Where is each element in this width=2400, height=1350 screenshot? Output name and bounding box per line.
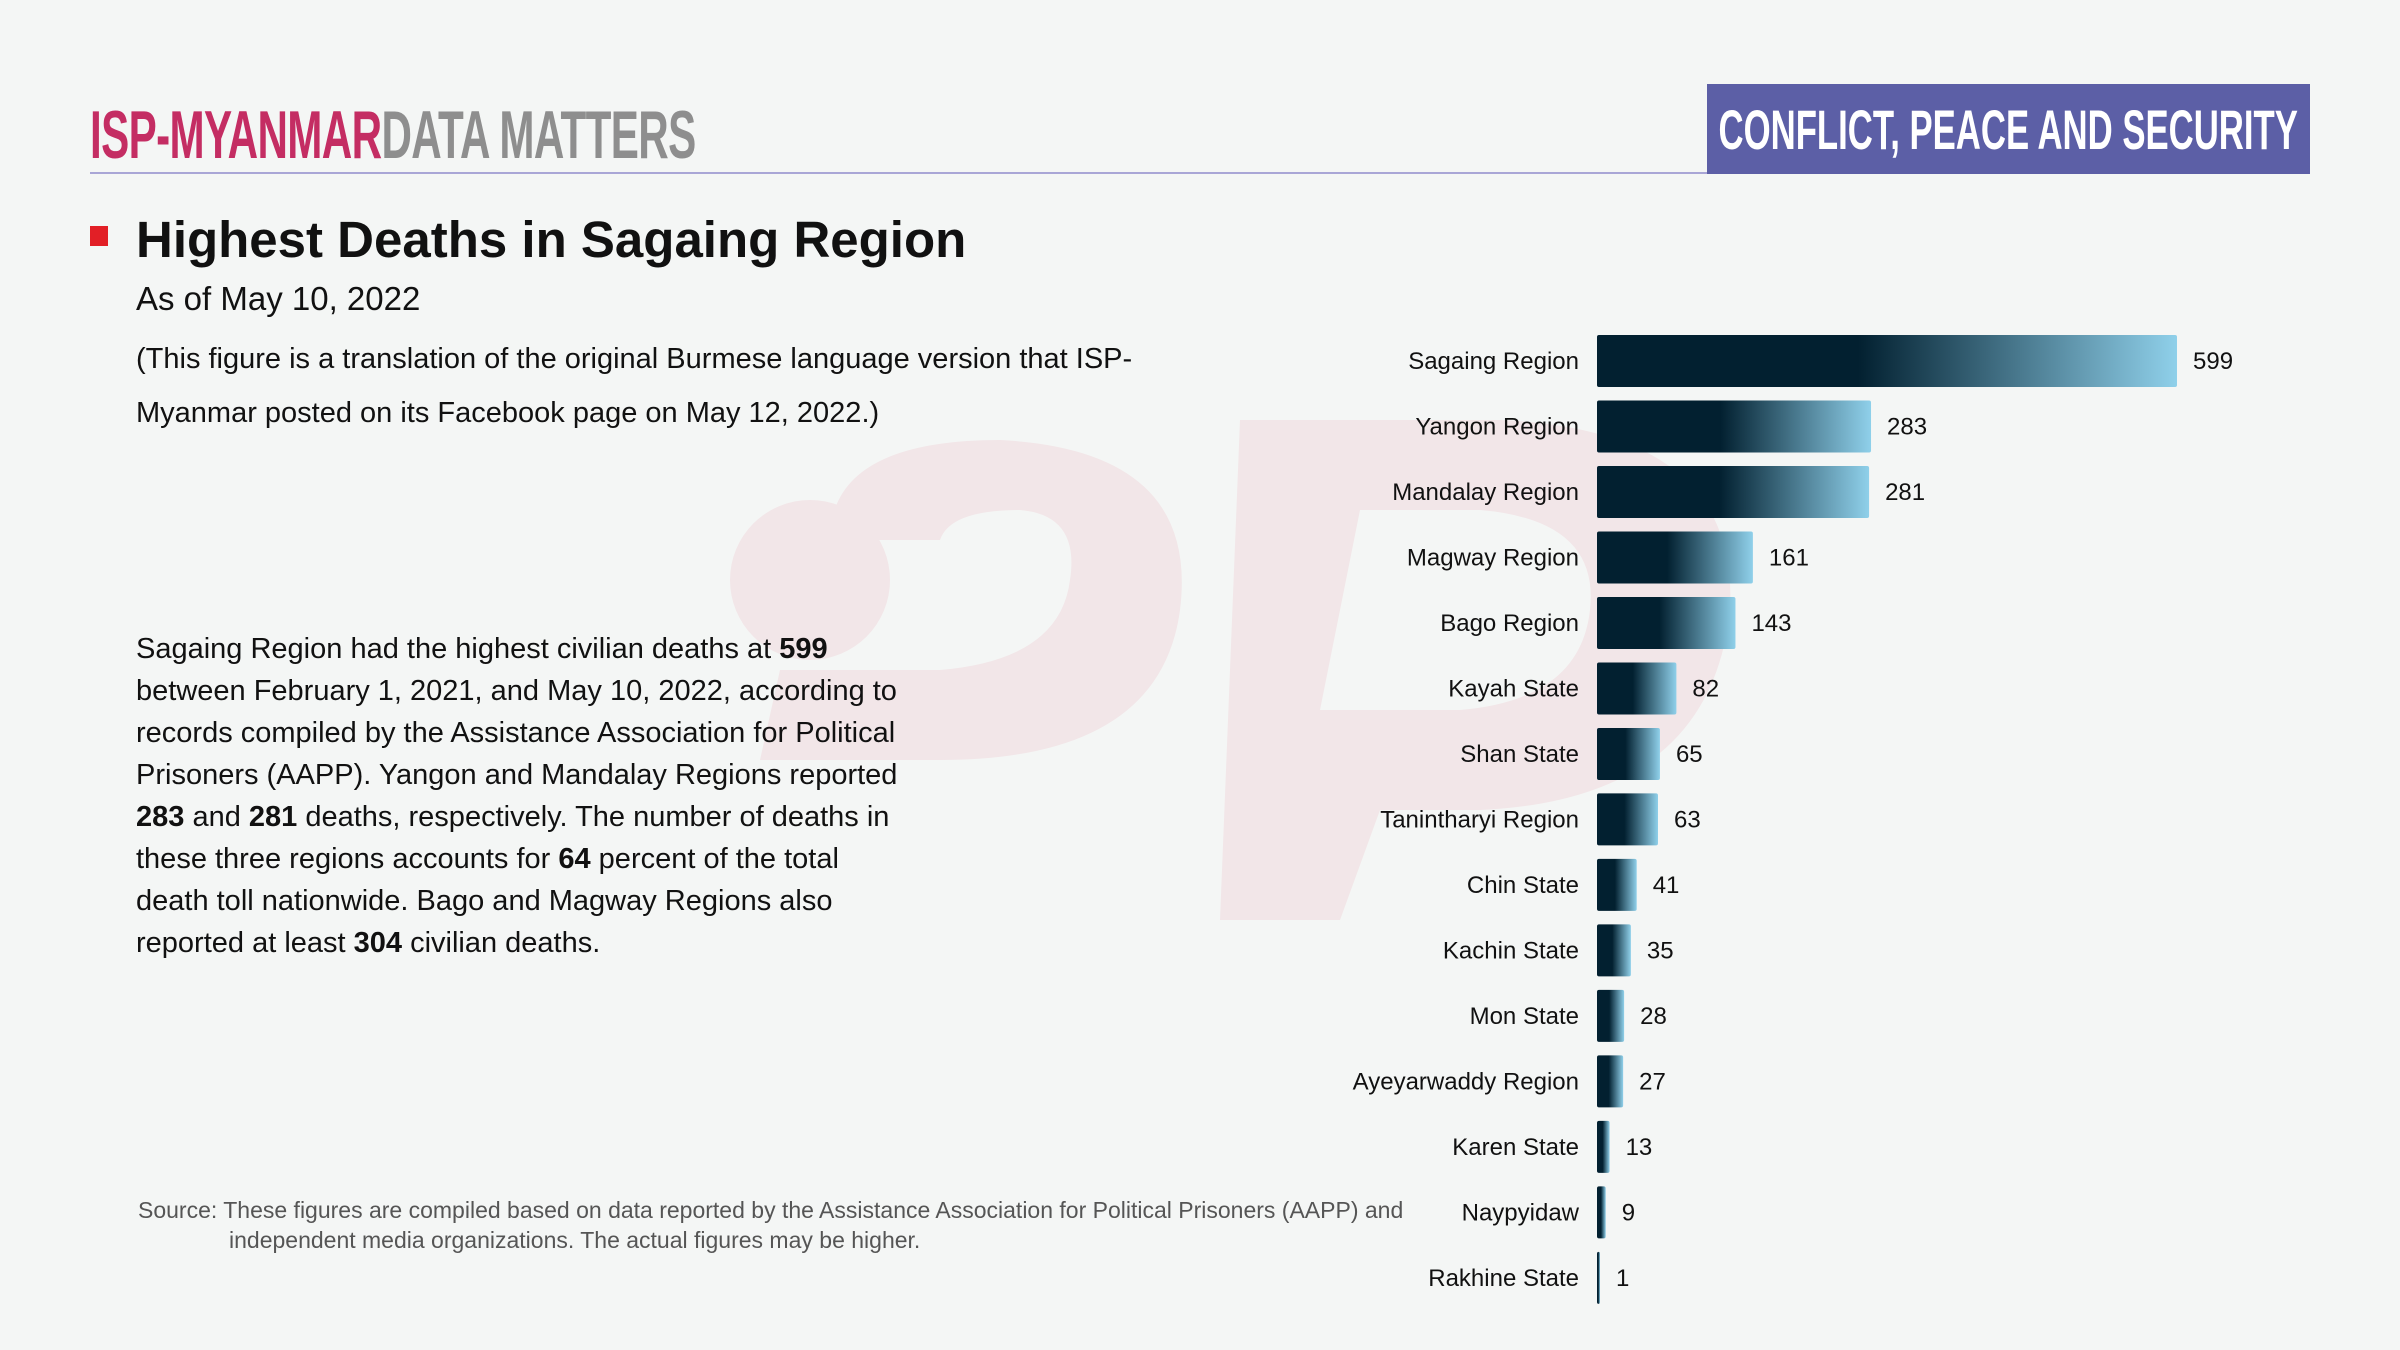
value-label: 1 <box>1616 1265 1629 1292</box>
value-label: 27 <box>1639 1068 1666 1095</box>
category-label: Rakhine State <box>1428 1265 1579 1292</box>
category-label: Yangon Region <box>1415 413 1579 440</box>
category-label: Magway Region <box>1407 544 1579 571</box>
value-label: 9 <box>1622 1199 1635 1226</box>
bar-rakhine-state <box>1597 1251 1600 1304</box>
value-label: 28 <box>1640 1003 1667 1030</box>
value-label: 13 <box>1626 1134 1653 1161</box>
bar-chin-state <box>1597 858 1637 911</box>
value-label: 82 <box>1692 675 1719 702</box>
value-label: 35 <box>1647 937 1674 964</box>
category-label: Tanintharyi Region <box>1380 806 1579 833</box>
category-label: Bago Region <box>1440 610 1579 637</box>
bar-karen-state <box>1597 1120 1610 1173</box>
page-title: Highest Deaths in Sagaing Region <box>136 211 967 268</box>
value-label: 599 <box>2193 348 2233 375</box>
category-label: Mandalay Region <box>1392 479 1579 506</box>
category-label: Karen State <box>1452 1134 1579 1161</box>
brand-primary: ISP-MYANMAR <box>90 97 382 173</box>
value-label: 63 <box>1674 806 1701 833</box>
bar-kayah-state <box>1597 662 1677 715</box>
brand-logo: ISP-MYANMARDATA MATTERS <box>90 96 696 174</box>
category-label: Sagaing Region <box>1408 348 1579 375</box>
value-label: 41 <box>1653 872 1680 899</box>
bar-mon-state <box>1597 989 1625 1042</box>
value-label: 283 <box>1887 413 1927 440</box>
category-label: Shan State <box>1460 741 1579 768</box>
bar-bago-region <box>1597 596 1736 649</box>
value-label: 143 <box>1751 610 1791 637</box>
source-note: Source: These figures are compiled based… <box>138 1197 1404 1253</box>
bar-yangon-region <box>1597 400 1872 453</box>
bar-shan-state <box>1597 727 1660 780</box>
bar-kachin-state <box>1597 924 1631 977</box>
category-label: Mon State <box>1470 1003 1579 1030</box>
category-label: Naypyidaw <box>1462 1199 1580 1226</box>
value-label: 281 <box>1885 479 1925 506</box>
bar-sagaing-region <box>1597 335 2177 387</box>
value-label: 65 <box>1676 741 1703 768</box>
subtitle: As of May 10, 2022 <box>136 280 421 317</box>
category-label: Kayah State <box>1448 675 1579 702</box>
brand-secondary: DATA MATTERS <box>381 97 696 173</box>
translation-note: (This figure is a translation of the ori… <box>136 343 1133 429</box>
title-marker <box>90 226 108 246</box>
category-badge: CONFLICT, PEACE AND SECURITY <box>1707 84 2310 174</box>
value-label: 161 <box>1769 544 1809 571</box>
category-label: Kachin State <box>1443 937 1579 964</box>
bar-magway-region <box>1597 531 1753 584</box>
bar-tanintharyi-region <box>1597 793 1659 846</box>
bar-ayeyarwaddy-region <box>1597 1055 1624 1108</box>
category-label: Chin State <box>1467 872 1579 899</box>
summary-paragraph: Sagaing Region had the highest civilian … <box>136 633 898 959</box>
bar-mandalay-region <box>1597 465 1870 518</box>
bar-naypyidaw <box>1597 1186 1606 1239</box>
category-label: Ayeyarwaddy Region <box>1353 1068 1579 1095</box>
header-divider <box>90 172 2310 174</box>
